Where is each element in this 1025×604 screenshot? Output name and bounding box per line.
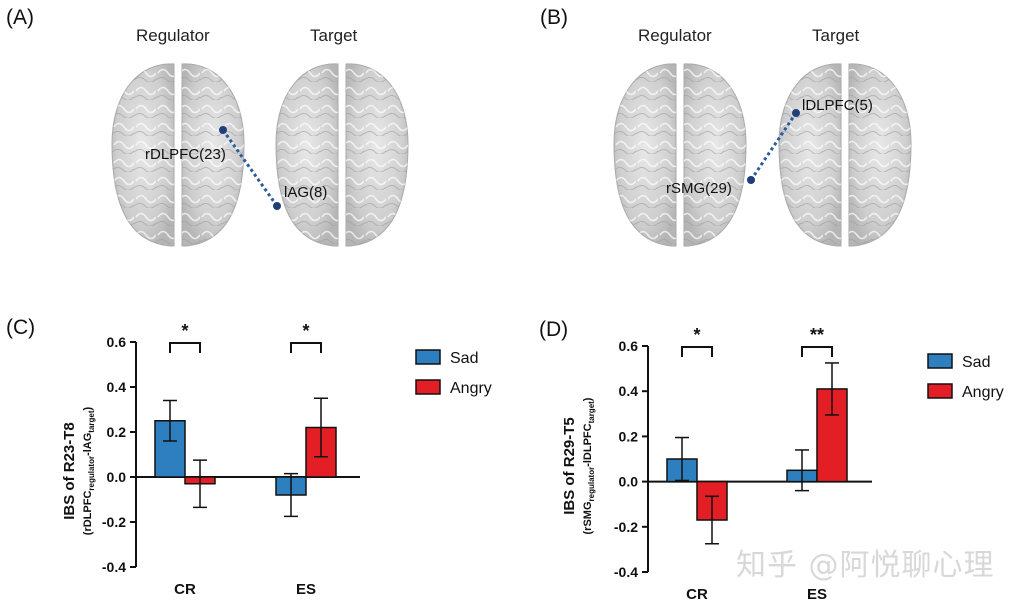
- roi-dot-rsmg: [747, 176, 755, 184]
- chart-c-significance-star: *: [181, 321, 188, 341]
- roi-label-ldlpfc: lDLPFC(5): [802, 97, 873, 114]
- panel-label-b: (B): [540, 6, 568, 29]
- chart-d-legend-swatch-sad: [927, 353, 953, 369]
- chart-d-ytick-label: 0.6: [619, 338, 639, 354]
- panel-label-d: (D): [539, 318, 568, 341]
- roi-label-lag: lAG(8): [284, 184, 327, 201]
- chart-c-legend-label-sad: Sad: [450, 350, 478, 367]
- panel-label-c: (C): [6, 316, 35, 339]
- chart-c-ytick-label: 0.0: [107, 469, 127, 485]
- chart-d-significance-star: *: [693, 325, 700, 345]
- chart-c-ytick-label: 0.2: [107, 424, 127, 440]
- chart-d-plot: 0.6 0.4 0.2 0.0 -0.2 -0.4 CR * ES **: [614, 325, 872, 603]
- chart-d-legend-label-sad: Sad: [962, 354, 990, 371]
- chart-c-legend-swatch-angry: [415, 379, 441, 395]
- brain-target-a: [275, 63, 409, 247]
- connection-line-b: [749, 112, 798, 181]
- chart-d-ytick-label: -0.2: [614, 519, 638, 535]
- chart-d-ytick-label: -0.4: [614, 564, 638, 580]
- chart-c-bar-sad-cr: [154, 420, 186, 478]
- chart-c-xtick-label: ES: [296, 581, 316, 598]
- chart-d: (D) IBS of R29-T5 (rSMGregulator-lDLPFCt…: [539, 318, 1004, 603]
- brain-regulator-b: [613, 63, 747, 247]
- chart-c-plot: 0.6 0.4 0.2 0.0 -0.2 -0.4 CR * ES *: [102, 321, 360, 598]
- panel-b-target-title: Target: [812, 26, 860, 45]
- chart-d-significance-bracket: [801, 346, 833, 357]
- chart-d-significance-star: **: [810, 325, 824, 345]
- panel-label-a: (A): [6, 6, 34, 29]
- chart-d-ytick-label: 0.0: [619, 474, 639, 490]
- chart-c-ylabel-main: IBS of R23-T8: [61, 422, 78, 520]
- chart-c-ylabel: IBS of R23-T8 (rDLPFCregulator-lAGtarget…: [61, 406, 96, 535]
- panel-a-regulator-title: Regulator: [136, 26, 210, 45]
- chart-c-ylabel-sub: (rDLPFCregulator-lAGtarget): [82, 406, 96, 535]
- chart-c-ytick-label: -0.4: [102, 559, 126, 575]
- chart-c-significance-star: *: [302, 321, 309, 341]
- chart-d-ytick-label: 0.2: [619, 428, 639, 444]
- chart-c-significance-bracket: [290, 342, 322, 353]
- chart-c-ytick-label: -0.2: [102, 514, 126, 530]
- chart-d-ylabel: IBS of R29-T5 (rSMGregulator-lDLPFCtarge…: [561, 397, 596, 534]
- roi-label-rdlpfc: rDLPFC(23): [145, 146, 226, 163]
- chart-c-legend-label-angry: Angry: [450, 380, 492, 397]
- chart-d-legend-label-angry: Angry: [962, 384, 1004, 401]
- chart-c: (C) IBS of R23-T8 (rDLPFCregulator-lAGta…: [6, 316, 492, 598]
- chart-c-xtick-label: CR: [174, 581, 196, 598]
- brain-panels: rDLPFC(23) lAG(8) rSMG(29) lDLPFC(5): [111, 63, 912, 247]
- roi-label-rsmg: rSMG(29): [666, 180, 732, 197]
- chart-d-ytick-label: 0.4: [619, 383, 639, 399]
- chart-c-ytick-label: 0.6: [107, 334, 127, 350]
- chart-c-significance-bracket: [169, 342, 201, 353]
- chart-d-ylabel-main: IBS of R29-T5: [561, 417, 578, 515]
- chart-c-ytick-label: 0.4: [107, 379, 127, 395]
- chart-d-legend-swatch-angry: [927, 383, 953, 399]
- roi-dot-ldlpfc: [792, 109, 800, 117]
- panel-b-regulator-title: Regulator: [638, 26, 712, 45]
- chart-d-ylabel-sub: (rSMGregulator-lDLPFCtarget): [582, 397, 596, 534]
- chart-d-significance-bracket: [681, 346, 713, 357]
- chart-d-legend: Sad Angry: [927, 353, 1004, 401]
- chart-c-legend-swatch-sad: [415, 349, 441, 365]
- roi-dot-lag: [273, 202, 281, 210]
- watermark: 知乎 @阿悦聊心理: [736, 548, 995, 583]
- roi-dot-rdlpfc: [219, 126, 227, 134]
- chart-d-xtick-label: ES: [807, 586, 827, 603]
- chart-c-legend: Sad Angry: [415, 349, 492, 397]
- brain-target-b: [778, 63, 912, 247]
- panel-a-target-title: Target: [310, 26, 358, 45]
- chart-d-xtick-label: CR: [686, 586, 708, 603]
